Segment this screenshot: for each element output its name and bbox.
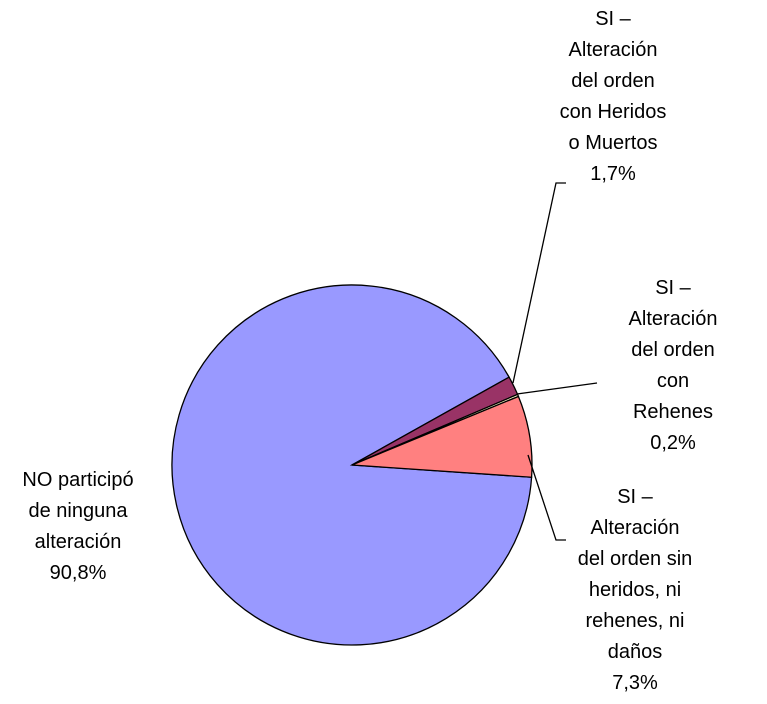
- slice-label: SI – Alteración del orden con Rehenes 0,2…: [626, 273, 720, 459]
- pie-slice: [171, 284, 533, 646]
- category-label: SI – Alteración del orden sin heridos, n…: [577, 486, 693, 663]
- slice-label: SI – Alteración del orden con Heridos o …: [560, 4, 667, 190]
- value-label: 7,3%: [612, 672, 658, 694]
- slice-label: NO participó de ninguna alteración 90,8%: [22, 465, 133, 589]
- leader-line: [527, 454, 566, 541]
- leader-line: [512, 182, 566, 384]
- category-label: NO participó de ninguna alteración: [22, 469, 134, 553]
- category-label: SI – Alteración del orden con Rehenes: [628, 277, 718, 423]
- value-label: 1,7%: [590, 163, 636, 185]
- value-label: 0,2%: [650, 432, 696, 454]
- leader-line: [516, 382, 598, 395]
- pie-slice: [351, 395, 533, 478]
- slice-label: SI – Alteración del orden sin heridos, n…: [578, 482, 693, 699]
- pie: [171, 284, 533, 646]
- category-label: SI – Alteración del orden con Heridos o …: [559, 8, 667, 154]
- leader-lines: [512, 182, 598, 541]
- value-label: 90,8%: [49, 562, 107, 584]
